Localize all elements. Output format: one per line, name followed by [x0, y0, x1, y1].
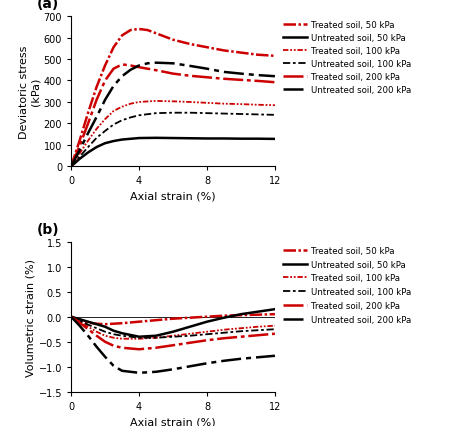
Y-axis label: Deviatoric stress
(kPa): Deviatoric stress (kPa): [19, 46, 41, 138]
Text: (a): (a): [36, 0, 59, 11]
Text: (b): (b): [36, 222, 59, 236]
X-axis label: Axial strain (%): Axial strain (%): [130, 192, 216, 201]
Legend: Treated soil, 50 kPa, Untreated soil, 50 kPa, Treated soil, 100 kPa, Untreated s: Treated soil, 50 kPa, Untreated soil, 50…: [283, 21, 411, 95]
Legend: Treated soil, 50 kPa, Untreated soil, 50 kPa, Treated soil, 100 kPa, Untreated s: Treated soil, 50 kPa, Untreated soil, 50…: [283, 246, 411, 324]
Y-axis label: Volumetric strain (%): Volumetric strain (%): [26, 258, 36, 376]
X-axis label: Axial strain (%): Axial strain (%): [130, 417, 216, 426]
